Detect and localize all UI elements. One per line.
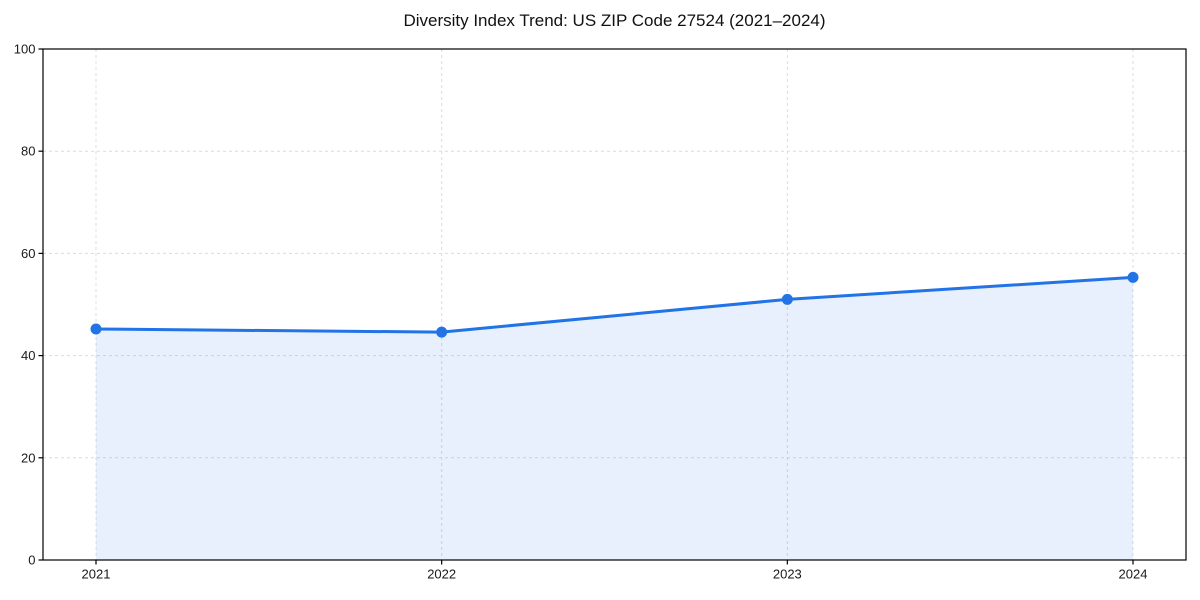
area-fill — [96, 277, 1133, 560]
y-axis-tick-label-20: 20 — [21, 450, 35, 465]
plot-border — [42, 48, 1187, 561]
x-axis-tick-label-2023: 2023 — [773, 567, 802, 582]
y-axis-tick-label-40: 40 — [21, 348, 35, 363]
trend-line — [94, 275, 1135, 334]
y-axis-tick-label-60: 60 — [21, 246, 35, 261]
x-axis-tick-label-2024: 2024 — [1119, 567, 1148, 582]
x-axis-tick-label-2022: 2022 — [427, 567, 456, 582]
chart-title: Diversity Index Trend: US ZIP Code 27524… — [403, 11, 826, 30]
x-axis-tick-label-2021: 2021 — [82, 567, 111, 582]
data-point-2021 — [90, 323, 102, 335]
y-axis-tick-label-80: 80 — [21, 144, 35, 159]
y-axis-tick-label-100: 100 — [14, 42, 36, 57]
data-point-2022 — [436, 326, 448, 338]
y-axis-tick-label-0: 0 — [28, 553, 35, 568]
data-point-2024 — [1127, 271, 1139, 283]
data-point-2023 — [781, 293, 793, 305]
